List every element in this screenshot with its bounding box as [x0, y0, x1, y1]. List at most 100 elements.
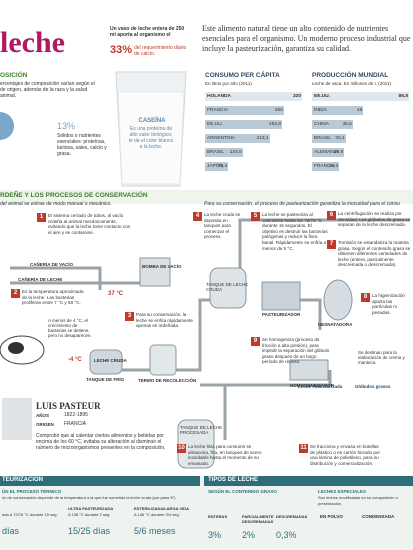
step-text: Tomisión se estandariza la materia grasa…: [338, 240, 411, 268]
vacuum-pump: [139, 257, 171, 287]
title: leche: [0, 26, 65, 59]
diagram-label: BOMBA DE VACÍO: [142, 264, 182, 269]
thermal-text: A 146 °C durante 3/4 seg.: [134, 512, 180, 517]
process-title: RDEÑE Y LOS PROCESOS DE CONSERVACIÓN: [0, 192, 148, 199]
footer-header-right: [204, 476, 413, 486]
diagram-label: TANQUE DE FRÍO: [86, 377, 125, 382]
bar-category: EE.UU.: [207, 122, 223, 127]
chart-title: PRODUCCIÓN MUNDIAL: [312, 72, 389, 79]
chart-subtitle: Leche de vaca. En millones de t. (2011): [312, 81, 391, 86]
bar-category: ALEMANIA: [314, 150, 339, 155]
step-text: El sistema cerrado de tubos, al vacío or…: [48, 213, 131, 235]
special-type: EN POLVO: [320, 514, 343, 519]
diagram-label: HOMOGENEIZADOR: [290, 383, 335, 388]
diagram-label: A menos de 4 °C, el crecimiento de bacte…: [48, 318, 92, 338]
pasteur-name: LUIS PASTEUR: [36, 401, 101, 411]
bar-category: HOLANDA: [207, 94, 231, 99]
bar: [312, 120, 353, 129]
composition-percent-text: Sólidos o nutrientes esenciales: proteín…: [57, 133, 107, 157]
step-text: Para su conservación, la leche se enfría…: [136, 312, 193, 329]
bar: [205, 134, 270, 143]
thermal-text: ada a 72/78 °C durante 15 seg.: [2, 512, 58, 517]
fat-type: DESCREMADAS: [276, 514, 308, 519]
bar: [312, 134, 346, 143]
fat-value: 2%: [242, 530, 256, 540]
homogenizer: [289, 359, 329, 381]
pasteur-origin: FRANCIA: [64, 421, 86, 427]
bar: [312, 148, 345, 157]
bar-category: FRANCIA: [314, 164, 336, 169]
separator: [323, 279, 353, 321]
bar: [205, 106, 284, 115]
special-text: Son leches modificadas en su composición…: [318, 495, 398, 506]
pie-fragment: [0, 112, 14, 140]
thermal-time: días: [2, 526, 20, 536]
pasteur-text: Comprobó que al calentar ciertos aliment…: [36, 433, 166, 451]
bar-value: 213,1: [256, 136, 269, 141]
bar-value: 46: [357, 108, 363, 113]
thermal-title: ÚN EL PROCESO TÉRMICO: [2, 489, 62, 494]
bar-category: JAPÓN: [207, 164, 223, 169]
diagram-label: Se destinan para la elaboración de crema…: [358, 350, 405, 365]
bar-category: BRASIL: [207, 150, 225, 155]
glass-percent-text: del requerimiento diario de calcio.: [134, 45, 187, 57]
pasteur-years-label: AÑOS: [36, 413, 50, 418]
step-text: La leche lista para consumir se almacena…: [188, 444, 262, 466]
diagram-label: -4 °C: [68, 357, 82, 363]
fat-title: SEGÚN EL CONTENIDO GRASO: [208, 489, 277, 494]
thermal-time: 5/6 meses: [134, 526, 176, 536]
thermal-time: 15/25 días: [68, 526, 111, 536]
cold-tank: [89, 349, 123, 375]
thermal-text: ón de conservación depende de la tempera…: [2, 495, 177, 500]
pasteur-origin-label: ORIGEN: [36, 422, 54, 427]
diagram-label: DESNATADORA: [318, 322, 353, 327]
fat-type: ENTERAS: [208, 514, 228, 519]
bar: [312, 92, 409, 101]
thermal-name: ESTERILIZADA/LARGA VIDA: [134, 506, 189, 511]
bar-value: 253,8: [268, 122, 281, 127]
diagram-label: CAÑERÍA DE LECHE: [18, 277, 63, 282]
composition-title: OSICIÓN: [0, 72, 28, 79]
milk: [117, 91, 185, 185]
step-number: 5: [251, 212, 260, 221]
bar-category: BRASIL: [314, 136, 332, 141]
bar-value: 36,5: [342, 122, 352, 127]
glass-text: Un vaso de leche entera de 250 ml aporta…: [110, 26, 185, 38]
step-number: 6: [327, 211, 336, 220]
chart-title: CONSUMO PER CÁPITA: [205, 72, 280, 79]
step-text: Es la temperatura aproximada de la leche…: [22, 289, 84, 306]
step-number: 3: [125, 312, 134, 321]
step-number: 7: [327, 240, 336, 249]
bar-value: 24,3: [328, 164, 339, 169]
step-number: 1: [37, 213, 46, 222]
bar-category: FRANCIA: [207, 108, 229, 113]
collection-tank: [149, 344, 177, 376]
section-band: [0, 190, 413, 204]
step-text: Se homogeniza (proceso de fricción a alt…: [262, 337, 330, 365]
bar: [312, 106, 364, 115]
step-text: La centrifugación se realiza por densida…: [338, 211, 411, 228]
bar-value: 124,6: [229, 150, 242, 155]
glass-percent: 33%: [110, 44, 133, 56]
raw-tank: [209, 267, 247, 309]
bar-category: CHINA: [314, 122, 329, 127]
bar-value: 30,1: [335, 136, 345, 141]
step-text: La leche se pasteuriza al calentarse has…: [262, 212, 328, 251]
process-subtitle-right: Para su conservación, el proceso de past…: [204, 201, 400, 207]
casein-text: Es una proteína de alto valor biológico;…: [128, 126, 174, 150]
step-number: 10: [177, 444, 186, 453]
chart-subtitle: En litros por año (2011): [205, 81, 252, 86]
composition-text: ercentajes de composición varían según e…: [0, 81, 95, 99]
diagram-label: CAÑERÍA DE VACÍO: [30, 262, 74, 267]
diagram-label: TERMO DE RECOLECCIÓN: [138, 378, 197, 383]
process-subtitle: del animal se extrae de modo manual o me…: [0, 201, 112, 207]
fat-type: PARCIALMENTE DESCREMADAS: [242, 514, 274, 524]
pasteurizer: [261, 281, 301, 311]
bar: [312, 162, 340, 171]
cow-spot: [8, 342, 24, 354]
footer-band: [0, 476, 413, 550]
composition-percent: 13%: [57, 121, 76, 131]
bar: [205, 120, 282, 129]
